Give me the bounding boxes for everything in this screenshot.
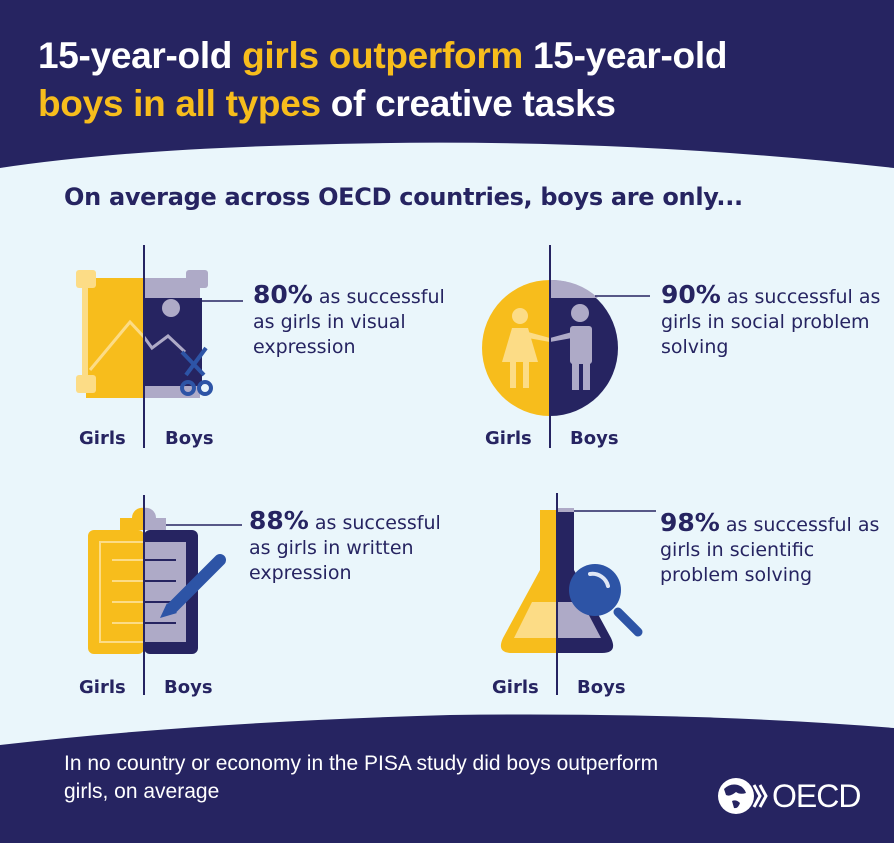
boys-label: Boys (164, 677, 213, 698)
footnote: In no country or economy in the PISA stu… (64, 752, 659, 803)
panel-social-problem-solving: 90% as successful as girls in social pro… (470, 240, 890, 460)
header-background (0, 0, 894, 168)
people-holding-hands-icon (482, 279, 618, 416)
stat-text: 80% as successful as girls in visual exp… (253, 282, 453, 360)
girls-label: Girls (79, 677, 126, 698)
flask-magnifier-icon (500, 508, 643, 653)
stat-text: 98% as successful as girls in scientific… (660, 510, 890, 588)
stat-description: as successful as girls in visual express… (253, 286, 445, 358)
stat-percent: 90% (661, 280, 721, 309)
girls-label: Girls (492, 677, 539, 698)
footer-background (0, 714, 894, 843)
boys-label: Boys (165, 428, 214, 449)
title-text: of creative tasks (320, 83, 616, 124)
boys-label: Boys (570, 428, 619, 449)
stat-text: 90% as successful as girls in social pro… (661, 282, 891, 360)
stat-description: as successful as girls in written expres… (249, 512, 441, 584)
stat-percent: 98% (660, 508, 720, 537)
boys-label: Boys (577, 677, 626, 698)
stat-text: 88% as successful as girls in written ex… (249, 508, 449, 586)
page-title: 15-year-old girls outperform 15-year-old… (38, 32, 858, 128)
panel-written-expression: 88% as successful as girls in written ex… (60, 490, 480, 710)
title-text: 15-year-old (38, 35, 243, 76)
panel-visual-expression: 80% as successful as girls in visual exp… (60, 240, 480, 460)
stat-percent: 80% (253, 280, 313, 309)
subtitle: On average across OECD countries, boys a… (64, 183, 743, 211)
girls-label: Girls (485, 428, 532, 449)
title-text: 15-year-old (523, 35, 728, 76)
clipboard-pen-icon (88, 507, 226, 654)
girls-label: Girls (79, 428, 126, 449)
panel-scientific-problem-solving: 98% as successful as girls in scientific… (470, 490, 890, 710)
stat-description: as successful as girls in social problem… (661, 286, 881, 358)
title-highlight: boys in all types (38, 83, 321, 124)
picture-frame-icon (76, 270, 213, 398)
globe-icon (718, 778, 768, 814)
oecd-logo: OECD (716, 775, 861, 817)
header-banner (0, 0, 894, 200)
title-highlight: girls outperform (242, 35, 524, 76)
stat-percent: 88% (249, 506, 309, 535)
footer-banner (0, 700, 894, 843)
stat-description: as successful as girls in scientific pro… (660, 514, 880, 586)
logo-wordmark: OECD (772, 777, 861, 814)
